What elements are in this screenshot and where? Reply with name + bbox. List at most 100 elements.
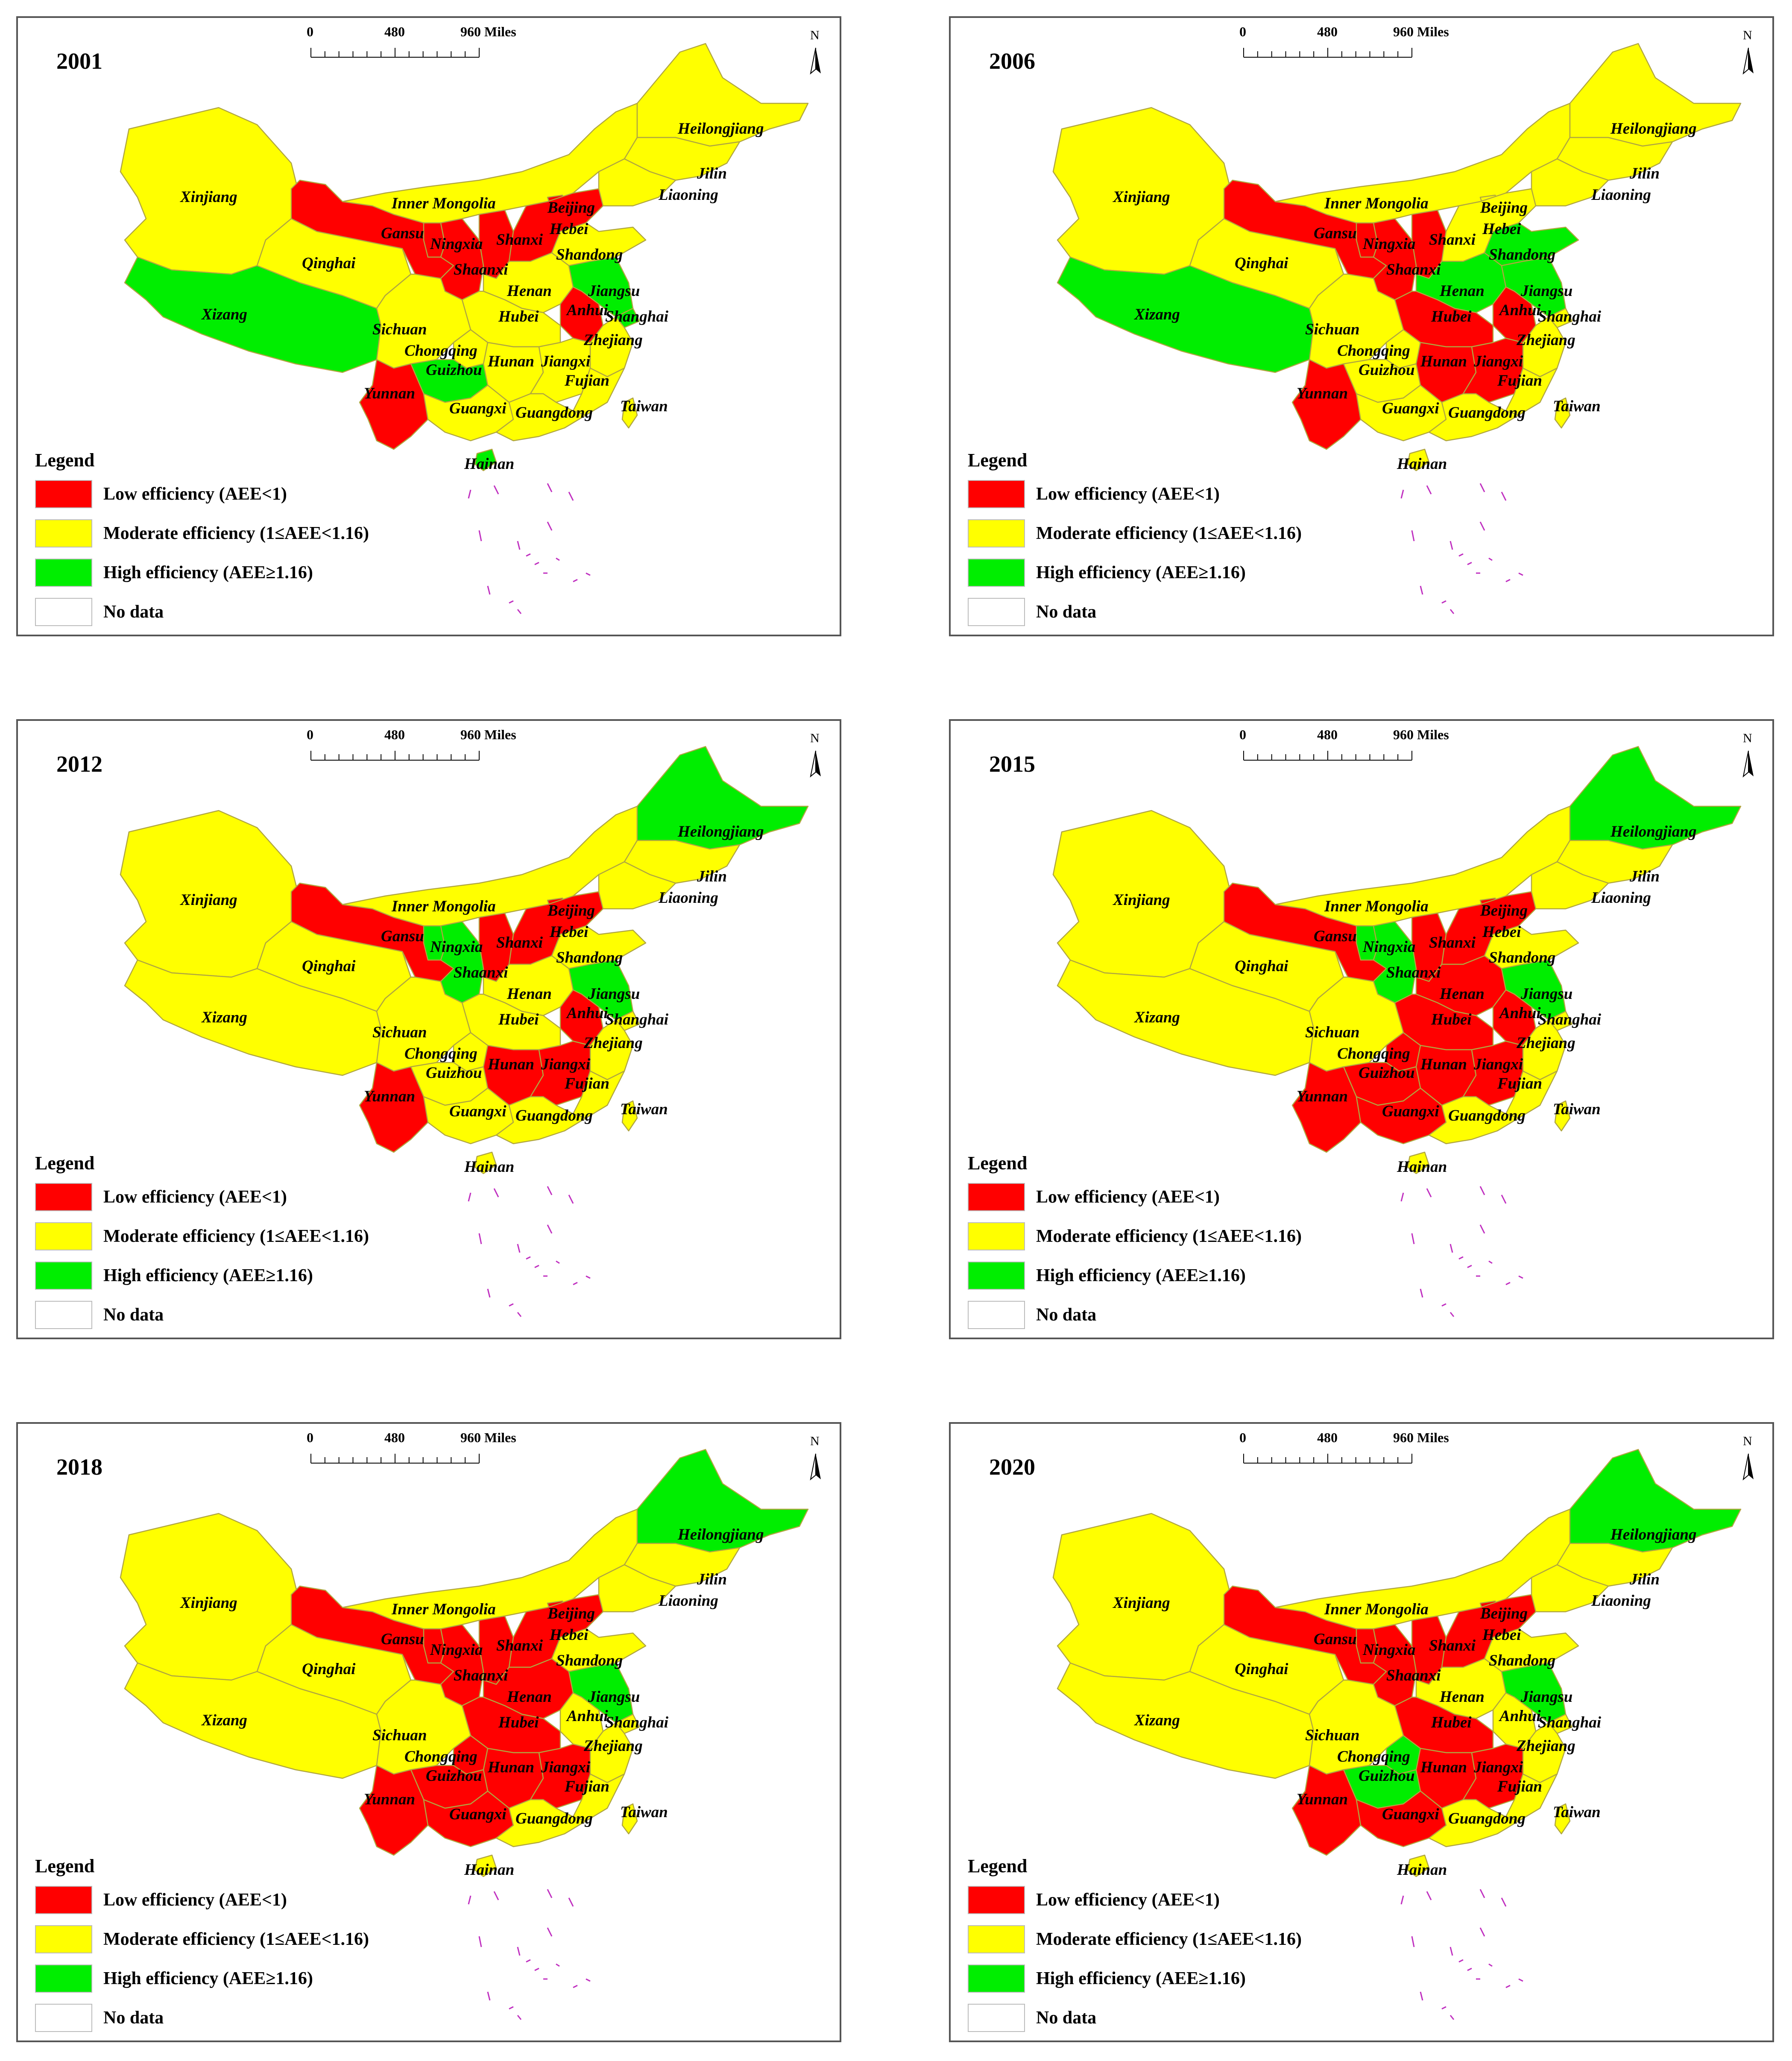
province-label: Inner Mongolia bbox=[1324, 1601, 1429, 1618]
legend-label: No data bbox=[1036, 2008, 1097, 2028]
province-liaoning bbox=[598, 158, 676, 207]
province-taiwan bbox=[621, 1803, 638, 1835]
province-label: Taiwan bbox=[620, 398, 668, 415]
scale-label-max: 960 Miles bbox=[1393, 24, 1449, 39]
province-label: Liaoning bbox=[659, 186, 718, 204]
legend-label: Moderate efficiency (1≤AEE<1.16) bbox=[103, 524, 369, 543]
province-label: Hunan bbox=[1420, 353, 1467, 370]
province-label: Shandong bbox=[1489, 1652, 1556, 1669]
province-label: Heilongjiang bbox=[678, 120, 764, 138]
province-label: Henan bbox=[507, 282, 552, 300]
province-label: Xizang bbox=[1134, 1009, 1180, 1026]
province-label: Sichuan bbox=[1305, 1727, 1360, 1744]
province-label: Henan bbox=[507, 1688, 552, 1706]
map-panel-2015: 2015 0 480 960 Miles N Xinjiang Xizang Qinghai G… bbox=[949, 719, 1774, 1339]
province-liaoning bbox=[598, 861, 676, 910]
province-label: Hainan bbox=[1397, 1861, 1447, 1879]
legend-swatch bbox=[968, 1222, 1025, 1250]
scale-label-zero: 0 bbox=[307, 727, 313, 742]
province-label: Guangxi bbox=[1382, 1806, 1439, 1823]
province-liaoning bbox=[598, 1564, 676, 1613]
province-label: Guangxi bbox=[449, 1103, 507, 1120]
province-label: Xinjiang bbox=[180, 891, 237, 909]
legend-item: No data bbox=[35, 597, 164, 627]
legend-item: Moderate efficiency (1≤AEE<1.16) bbox=[35, 518, 369, 548]
province-label: Xizang bbox=[1134, 306, 1180, 323]
legend-label: Moderate efficiency (1≤AEE<1.16) bbox=[1036, 1227, 1302, 1246]
legend-label: No data bbox=[103, 602, 164, 622]
legend-swatch bbox=[35, 1222, 92, 1250]
province-label: Gansu bbox=[381, 225, 424, 242]
province-label: Taiwan bbox=[620, 1101, 668, 1118]
province-label: Ningxia bbox=[1363, 938, 1416, 956]
province-label: Qinghai bbox=[1235, 1660, 1288, 1678]
province-label: Zhejiang bbox=[584, 1737, 643, 1755]
province-label: Xinjiang bbox=[1113, 891, 1170, 909]
legend-swatch bbox=[968, 1886, 1025, 1914]
province-label: Jilin bbox=[1630, 868, 1660, 885]
province-label: Jilin bbox=[697, 1571, 727, 1588]
province-label: Hainan bbox=[464, 1861, 515, 1879]
province-label: Guangdong bbox=[1448, 1107, 1526, 1124]
province-label: Xinjiang bbox=[1113, 1594, 1170, 1612]
scale-bar bbox=[310, 751, 480, 761]
legend-label: High efficiency (AEE≥1.16) bbox=[103, 563, 313, 583]
province-label: Ningxia bbox=[430, 1641, 483, 1659]
province-taiwan bbox=[1554, 1803, 1571, 1835]
legend-title: Legend bbox=[35, 1856, 95, 1877]
legend-swatch bbox=[35, 1886, 92, 1914]
province-label: Guangxi bbox=[449, 1806, 507, 1823]
legend-swatch bbox=[35, 2004, 92, 2032]
south-china-sea-islands bbox=[1400, 1186, 1523, 1317]
province-label: Zhejiang bbox=[1517, 331, 1575, 349]
province-label: Shaanxi bbox=[1386, 964, 1441, 981]
province-guangdong bbox=[495, 1096, 587, 1145]
legend-label: No data bbox=[103, 1305, 164, 1325]
province-hainan bbox=[1407, 448, 1430, 471]
south-china-sea-islands bbox=[468, 1186, 591, 1317]
china-map bbox=[120, 746, 821, 1317]
province-label: Taiwan bbox=[620, 1803, 668, 1821]
legend-item: High efficiency (AEE≥1.16) bbox=[968, 1964, 1246, 1994]
north-arrow-icon bbox=[810, 1453, 821, 1481]
scale-bar bbox=[1243, 48, 1412, 58]
province-label: Jiangxi bbox=[1474, 353, 1523, 370]
province-yunnan bbox=[359, 1062, 429, 1153]
province-hainan bbox=[474, 448, 497, 471]
scale-label-max: 960 Miles bbox=[460, 24, 516, 39]
province-label: Shandong bbox=[1489, 246, 1556, 263]
province-label: Hunan bbox=[488, 1056, 535, 1073]
province-liaoning bbox=[1531, 1564, 1609, 1613]
province-label: Fujian bbox=[1497, 372, 1542, 389]
province-label: Inner Mongolia bbox=[1324, 898, 1429, 915]
province-hainan bbox=[474, 1854, 497, 1877]
province-shaanxi bbox=[440, 1624, 484, 1707]
map-panel-2012: 2012 0 480 960 Miles N Xinjiang Xizang Qinghai G… bbox=[16, 719, 841, 1339]
legend-swatch bbox=[968, 598, 1025, 626]
panel-year: 2006 bbox=[989, 48, 1035, 74]
legend-title: Legend bbox=[35, 1153, 95, 1174]
province-label: Shanxi bbox=[1429, 934, 1476, 951]
province-label: Guizhou bbox=[426, 1064, 482, 1082]
province-label: Shanxi bbox=[1429, 231, 1476, 249]
province-label: Anhui bbox=[567, 1707, 608, 1725]
province-yunnan bbox=[359, 359, 429, 450]
province-label: Qinghai bbox=[302, 1660, 356, 1678]
legend-swatch bbox=[35, 559, 92, 587]
province-label: Xizang bbox=[202, 1712, 247, 1729]
province-taiwan bbox=[621, 1100, 638, 1132]
north-arrow-icon bbox=[1742, 750, 1754, 778]
scale-bar bbox=[310, 48, 480, 58]
province-label: Hainan bbox=[1397, 1158, 1447, 1176]
province-label: Taiwan bbox=[1553, 1101, 1601, 1118]
province-label: Anhui bbox=[1499, 302, 1541, 319]
panel-year: 2020 bbox=[989, 1454, 1035, 1480]
province-label: Yunnan bbox=[364, 1791, 416, 1808]
province-label: Ningxia bbox=[1363, 235, 1416, 253]
province-label: Beijing bbox=[1480, 1605, 1528, 1622]
province-label: Xizang bbox=[1134, 1712, 1180, 1729]
province-label: Zhejiang bbox=[584, 1034, 643, 1052]
legend-swatch bbox=[35, 1925, 92, 1953]
province-label: Beijing bbox=[548, 902, 595, 919]
province-label: Guangxi bbox=[449, 400, 507, 417]
